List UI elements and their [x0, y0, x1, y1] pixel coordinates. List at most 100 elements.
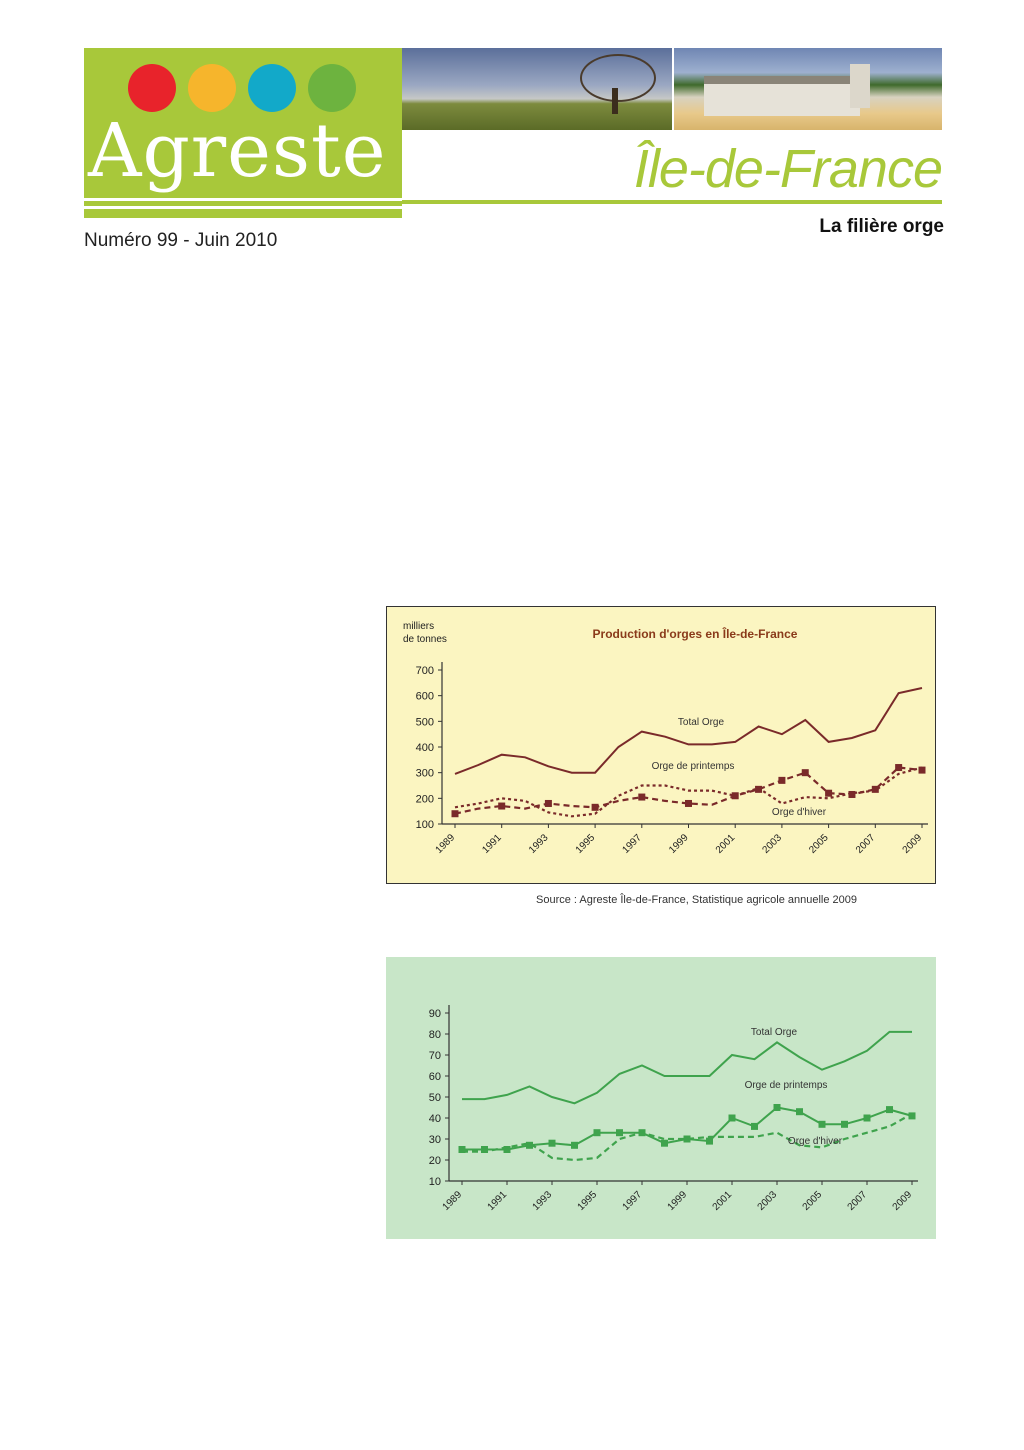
chart-production-svg: Production d'orges en Île-de-France milli…: [403, 621, 928, 856]
data-point: [731, 792, 739, 800]
y-tick-label: 50: [429, 1092, 441, 1104]
x-tick-label: 2009: [891, 1189, 915, 1213]
y-tick-label: 80: [429, 1029, 441, 1041]
y-tick-label: 200: [416, 793, 434, 805]
y-axis-unit-line-2: de tonnes: [403, 634, 447, 645]
series-label: Orge d'hiver: [788, 1136, 843, 1147]
header-rule: [402, 200, 942, 204]
data-point: [544, 799, 552, 807]
data-point: [526, 1141, 533, 1149]
data-point: [571, 1141, 578, 1149]
data-point: [818, 1120, 826, 1128]
logo-underline: [84, 198, 402, 201]
data-point: [706, 1137, 713, 1145]
series-label: Orge de printemps: [652, 761, 735, 772]
data-point: [796, 1108, 803, 1116]
y-tick-label: 30: [429, 1134, 441, 1146]
x-tick-label: 2003: [756, 1189, 780, 1213]
x-tick-label: 2007: [854, 832, 878, 856]
farm-tower-icon: [850, 64, 870, 108]
x-tick-label: 1993: [527, 832, 551, 856]
source-note: Source : Agreste Île-de-France, Statisti…: [536, 894, 858, 906]
region-title: Île-de-France: [633, 139, 943, 199]
y-tick-label: 10: [429, 1176, 441, 1188]
y-tick-label: 90: [429, 1008, 441, 1020]
data-point: [498, 802, 506, 810]
y-tick-label: 300: [416, 768, 434, 780]
red-dot-icon: [128, 64, 176, 112]
series-label: Orge d'hiver: [772, 807, 827, 818]
x-tick-label: 1995: [576, 1189, 600, 1213]
y-tick-label: 100: [416, 819, 434, 831]
field-tree-photo: [402, 48, 672, 130]
x-tick-label: 2001: [711, 1189, 735, 1213]
x-tick-label: 1997: [621, 1189, 645, 1213]
series-line: [462, 1112, 913, 1162]
x-tick-label: 1999: [666, 1189, 690, 1213]
x-tick-label: 2005: [801, 1189, 825, 1213]
series-line: [462, 1030, 912, 1105]
farm-building-icon: [704, 76, 860, 116]
data-point: [778, 776, 786, 784]
farm-photo: [674, 48, 942, 130]
series-label: Orge de printemps: [745, 1080, 828, 1091]
x-tick-label: 1995: [574, 832, 598, 856]
data-point: [801, 769, 809, 777]
x-tick-label: 2005: [807, 832, 831, 856]
data-point: [548, 1139, 556, 1147]
data-point: [593, 1129, 601, 1137]
data-point: [616, 1129, 623, 1137]
data-point: [728, 1114, 736, 1122]
x-tick-label: 1989: [434, 832, 458, 856]
y-tick-label: 70: [429, 1050, 441, 1062]
green-dot-icon: [308, 64, 356, 112]
data-point: [683, 1135, 691, 1143]
chart-production: Production d'orges en Île-de-France milli…: [386, 606, 936, 884]
data-point: [848, 790, 856, 798]
x-tick-label: 2001: [714, 832, 738, 856]
y-tick-label: 400: [416, 742, 434, 754]
data-point: [908, 1112, 916, 1120]
x-tick-label: 1997: [620, 832, 644, 856]
y-tick-label: 500: [416, 716, 434, 728]
data-point: [661, 1139, 668, 1147]
x-tick-label: 2009: [901, 832, 925, 856]
data-point: [451, 810, 459, 818]
data-point: [895, 764, 903, 772]
x-tick-label: 1999: [667, 832, 691, 856]
chart-surfaces: 10 20 30 40 50 60 70 80 90 1989 1991 1993 1995 1997 19…: [386, 957, 936, 1239]
y-tick-label: 20: [429, 1155, 441, 1167]
data-point: [638, 793, 646, 801]
blue-dot-icon: [248, 64, 296, 112]
series-line: [454, 687, 923, 775]
chart-title: Production d'orges en Île-de-France: [593, 626, 798, 641]
data-point: [773, 1104, 781, 1111]
data-point: [685, 799, 692, 807]
x-tick-label: 1991: [486, 1189, 510, 1213]
data-point: [591, 803, 599, 811]
x-tick-label: 1993: [531, 1189, 555, 1213]
data-point: [481, 1146, 488, 1153]
document-subject: La filière orge: [819, 216, 944, 237]
logo-wordmark: Agreste: [88, 108, 387, 194]
logo-underline: [84, 206, 402, 209]
tree-trunk: [612, 88, 618, 114]
x-tick-label: 1991: [480, 832, 504, 856]
series-line: [454, 766, 923, 818]
data-point: [825, 789, 833, 797]
tree-icon: [580, 54, 656, 102]
x-tick-label: 2007: [846, 1189, 870, 1213]
chart-surfaces-svg: 10 20 30 40 50 60 70 80 90 1989 1991 1993 1995 1997 19…: [429, 1005, 918, 1213]
yellow-dot-icon: [188, 64, 236, 112]
data-point: [918, 766, 926, 774]
y-tick-label: 60: [429, 1071, 441, 1083]
data-point: [751, 1122, 758, 1130]
x-tick-label: 1989: [441, 1189, 465, 1213]
data-point: [871, 785, 879, 793]
issue-number: Numéro 99 - Juin 2010: [84, 230, 278, 251]
data-point: [841, 1120, 848, 1128]
y-tick-label: 600: [416, 691, 434, 703]
series-label: Total Orge: [751, 1027, 798, 1038]
data-point: [886, 1106, 893, 1114]
agreste-logo: Agreste: [84, 48, 402, 218]
